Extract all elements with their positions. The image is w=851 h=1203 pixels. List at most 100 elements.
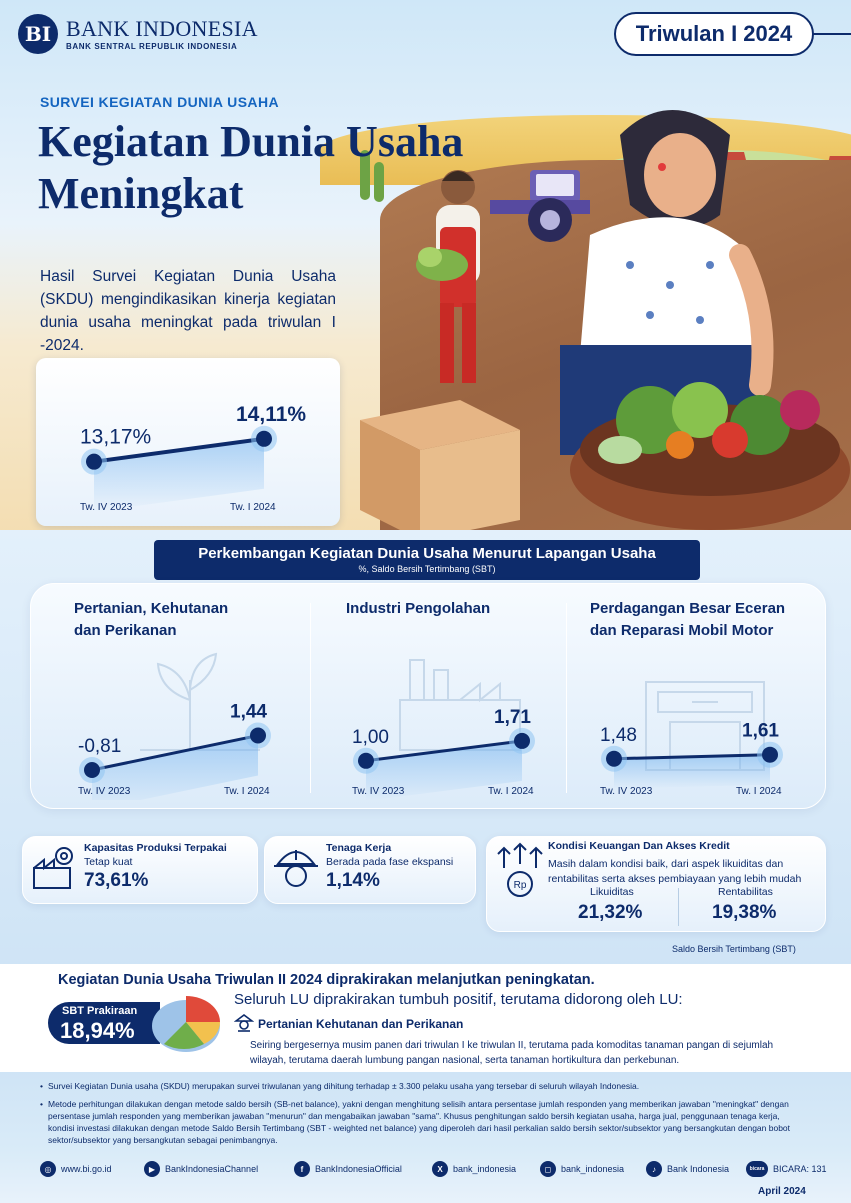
youtube-icon: ▶	[144, 1161, 160, 1177]
social-bicara[interactable]: bicara BICARA: 131	[746, 1161, 827, 1177]
tree	[374, 162, 384, 202]
x-tick-label: Tw. IV 2023	[80, 502, 133, 513]
globe-icon: ◎	[40, 1161, 56, 1177]
social-facebook[interactable]: f BankIndonesiaOfficial	[294, 1161, 402, 1177]
data-label: 1,61	[742, 721, 779, 742]
data-label: 1,71	[494, 707, 531, 728]
capacity-title: Kapasitas Produksi Terpakai	[84, 842, 227, 854]
main-chart-card: 13,17% Tw. IV 2023 14,11% Tw. I 2024	[36, 358, 340, 526]
rentability-value: 19,38%	[712, 902, 777, 923]
tree	[360, 150, 370, 200]
forecast-subhead: Seluruh LU diprakirakan tumbuh positif, …	[234, 991, 683, 1008]
title-line-2: Meningkat	[38, 169, 244, 218]
labor-card	[264, 836, 476, 904]
bank-indonesia-logo: BI	[18, 14, 58, 54]
data-label: 14,11%	[236, 403, 306, 426]
x-tick-label: Tw. IV 2023	[352, 786, 405, 797]
sector-title-trade: Perdagangan Besar Eceran dan Reparasi Mo…	[590, 598, 785, 642]
sector-title-line: dan Perikanan	[74, 622, 177, 639]
sector-title-manufacturing: Industri Pengolahan	[346, 598, 490, 620]
capacity-status: Tetap kuat	[84, 856, 133, 868]
worker-helmet-icon	[274, 850, 318, 887]
sector-title-line: Pertanian, Kehutanan	[74, 600, 229, 617]
survey-kicker: SURVEI KEGIATAN DUNIA USAHA	[40, 94, 279, 110]
sector-banner-title: Perkembangan Kegiatan Dunia Usaha Menuru…	[198, 545, 656, 562]
forecast-sector: Pertanian Kehutanan dan Perikanan	[258, 1017, 464, 1031]
footnote-method: Metode perhitungan dilakukan dengan meto…	[40, 1098, 808, 1146]
liquidity-value: 21,32%	[578, 902, 643, 923]
series-area	[366, 740, 522, 800]
sector-divider	[310, 603, 311, 793]
x-tick-label: Tw. IV 2023	[600, 786, 653, 797]
social-facebook-label: BankIndonesiaOfficial	[315, 1164, 402, 1174]
social-youtube-label: BankIndonesiaChannel	[165, 1164, 259, 1174]
data-point	[606, 750, 622, 767]
series-line	[365, 739, 523, 763]
publication-date: April 2024	[758, 1186, 806, 1197]
cardboard-box-illustration	[360, 400, 520, 540]
social-instagram-label: bank_indonesia	[561, 1164, 625, 1174]
social-tiktok-label: Bank Indonesia	[667, 1164, 730, 1174]
sector-title-line: dan Reparasi Mobil Motor	[590, 622, 774, 639]
data-point	[762, 746, 778, 763]
main-line-chart: 13,17% Tw. IV 2023 14,11% Tw. I 2024	[80, 403, 306, 513]
data-point	[84, 762, 100, 779]
finance-divider	[678, 888, 679, 926]
sector-chart-manufacturing: 1,00 Tw. IV 2023 1,71 Tw. I 2024	[352, 707, 535, 800]
x-icon: X	[432, 1161, 448, 1177]
x-tick-label: Tw. I 2024	[230, 502, 276, 513]
social-twitter[interactable]: X bank_indonesia	[432, 1161, 516, 1177]
forecast-headline: Kegiatan Dunia Usaha Triwulan II 2024 di…	[58, 972, 595, 988]
forecast-description: Seiring bergesernya musim panen dari tri…	[250, 1040, 774, 1066]
footnote-survey: Survei Kegiatan Dunia usaha (SKDU) merup…	[40, 1080, 808, 1092]
rentability-label: Rentabilitas	[718, 886, 773, 898]
series-area	[614, 754, 770, 789]
x-tick-label: Tw. IV 2023	[78, 786, 131, 797]
intro-paragraph: Hasil Survei Kegiatan Dunia Usaha (SKDU)…	[40, 268, 336, 354]
capacity-value: 73,61%	[84, 870, 149, 891]
sector-title-line: Industri Pengolahan	[346, 600, 491, 617]
labor-status: Berada pada fase ekspansi	[326, 856, 454, 868]
capacity-card	[22, 836, 258, 904]
x-tick-label: Tw. I 2024	[224, 786, 270, 797]
labor-title: Tenaga Kerja	[326, 842, 392, 854]
page-title: Kegiatan Dunia Usaha Meningkat	[38, 116, 518, 220]
sbt-forecast-value: 18,94%	[60, 1018, 135, 1043]
social-youtube[interactable]: ▶ BankIndonesiaChannel	[144, 1161, 258, 1177]
brand-header: BI BANK INDONESIA BANK SENTRAL REPUBLIK …	[18, 14, 258, 54]
brand-name: BANK INDONESIA	[66, 15, 258, 41]
series-line	[613, 753, 771, 761]
data-point	[514, 732, 530, 749]
farmer-hat-icon	[234, 1014, 254, 1032]
data-label: 13,17%	[80, 426, 151, 449]
data-point	[256, 430, 272, 447]
rupiah-coin-icon: Rp	[497, 842, 543, 897]
data-label: 1,00	[352, 727, 389, 748]
social-instagram[interactable]: ◻ bank_indonesia	[540, 1161, 624, 1177]
social-tiktok[interactable]: ♪ Bank Indonesia	[646, 1161, 729, 1177]
social-bicara-label: BICARA: 131	[773, 1164, 827, 1174]
series-line	[93, 436, 265, 464]
sector-title-agriculture: Pertanian, Kehutanan dan Perikanan	[74, 598, 228, 642]
sbt-forecast-label: SBT Prakiraan	[62, 1005, 138, 1017]
social-twitter-label: bank_indonesia	[453, 1164, 517, 1174]
series-line	[91, 734, 259, 772]
bicara-logo-icon: bicara	[746, 1161, 768, 1177]
brand-subtitle: BANK SENTRAL REPUBLIK INDONESIA	[66, 41, 238, 51]
x-tick-label: Tw. I 2024	[736, 786, 782, 797]
sector-banner-subtitle: %, Saldo Bersih Tertimbang (SBT)	[358, 564, 496, 574]
data-point	[250, 727, 266, 744]
x-tick-label: Tw. I 2024	[488, 786, 534, 797]
pie-chart-icon	[152, 996, 220, 1052]
finance-description: Masih dalam kondisi baik, dari aspek lik…	[548, 858, 802, 885]
hero-section: BI BANK INDONESIA BANK SENTRAL REPUBLIK …	[0, 0, 851, 560]
social-web[interactable]: ◎ www.bi.go.id	[40, 1161, 112, 1177]
period-badge-line	[812, 33, 851, 35]
data-point	[86, 453, 102, 470]
sector-title-line: Perdagangan Besar Eceran	[590, 600, 786, 617]
facebook-icon: f	[294, 1161, 310, 1177]
sector-banner: Perkembangan Kegiatan Dunia Usaha Menuru…	[154, 540, 700, 580]
labor-value: 1,14%	[326, 870, 380, 891]
sbt-footnote: Saldo Bersih Tertimbang (SBT)	[672, 944, 796, 954]
